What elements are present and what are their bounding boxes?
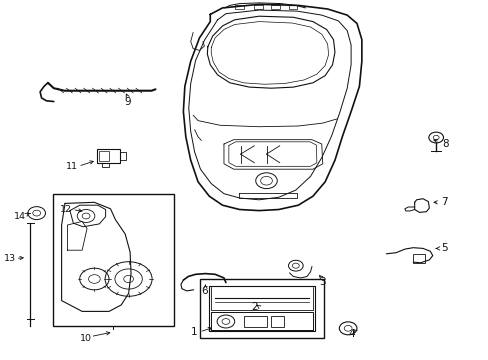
Text: 4: 4 bbox=[348, 329, 355, 339]
Text: 8: 8 bbox=[442, 139, 448, 149]
Bar bbox=[102, 163, 109, 167]
Bar bbox=[271, 5, 280, 9]
Text: 2: 2 bbox=[250, 302, 257, 312]
Text: 11: 11 bbox=[66, 162, 78, 171]
Text: 13: 13 bbox=[4, 254, 16, 263]
Bar bbox=[244, 316, 266, 327]
Text: 7: 7 bbox=[440, 197, 447, 207]
Bar bbox=[120, 152, 126, 160]
Text: 3: 3 bbox=[319, 276, 325, 287]
Bar bbox=[412, 254, 425, 263]
Bar bbox=[97, 149, 120, 163]
Bar bbox=[234, 5, 243, 9]
Text: 9: 9 bbox=[124, 96, 131, 107]
Text: 10: 10 bbox=[80, 334, 91, 343]
Text: 5: 5 bbox=[440, 243, 447, 253]
Bar bbox=[200, 279, 323, 338]
Bar bbox=[53, 194, 174, 326]
Bar bbox=[99, 151, 109, 161]
Text: 6: 6 bbox=[201, 285, 207, 296]
Text: 1: 1 bbox=[191, 327, 198, 337]
Bar bbox=[288, 5, 297, 9]
Bar bbox=[254, 5, 263, 9]
Text: 14: 14 bbox=[14, 212, 25, 221]
Text: 12: 12 bbox=[60, 205, 72, 214]
Bar bbox=[271, 316, 283, 327]
